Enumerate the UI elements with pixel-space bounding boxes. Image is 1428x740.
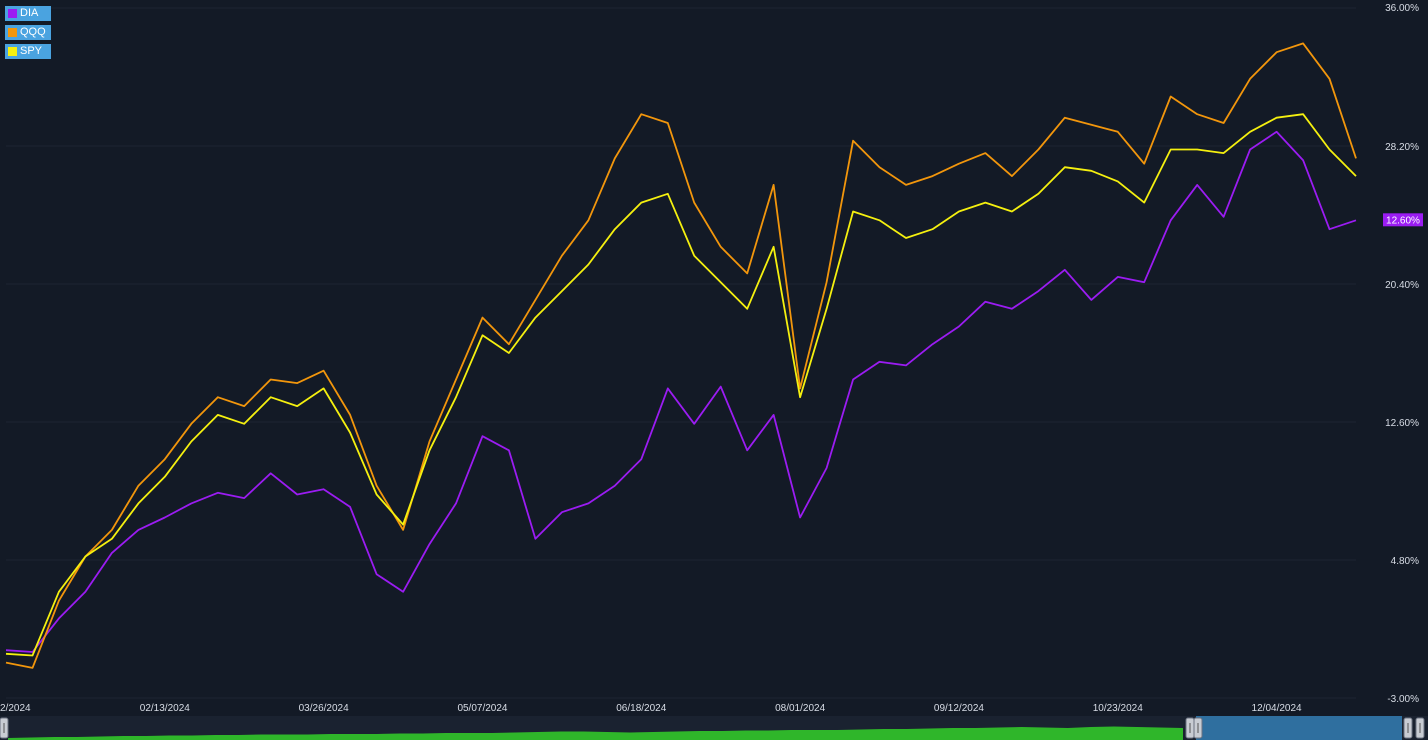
legend-swatch-qqq (8, 28, 17, 37)
x-tick-label: 2/2024 (0, 703, 31, 714)
series-lines (5, 42, 1357, 669)
y-axis: 36.00% 28.20% 20.40% 12.60% 4.80% -3.00% (1385, 3, 1419, 705)
last-value-badge: 12.60% (1383, 213, 1423, 227)
legend-item-dia[interactable]: DIA (5, 6, 51, 21)
legend-swatch-spy (8, 47, 17, 56)
legend-label-qqq: QQQ (20, 26, 46, 38)
legend-item-spy[interactable]: SPY (5, 44, 51, 59)
legend-label-dia: DIA (20, 7, 39, 19)
last-value-badge-bg (1383, 213, 1423, 227)
legend-label-spy: SPY (20, 45, 43, 57)
x-tick-label: 06/18/2024 (616, 703, 666, 714)
x-tick-label: 10/23/2024 (1093, 703, 1143, 714)
series-line-spy (5, 113, 1357, 657)
navigator-area (8, 726, 1183, 740)
legend-item-qqq[interactable]: QQQ (5, 25, 51, 40)
y-tick-label: 28.20% (1385, 142, 1419, 153)
x-tick-label: 03/26/2024 (299, 703, 349, 714)
x-axis: 2/2024 02/13/2024 03/26/2024 05/07/2024 06/1… (0, 703, 1302, 714)
y-tick-label: 36.00% (1385, 3, 1419, 14)
x-tick-label: 12/04/2024 (1252, 703, 1302, 714)
x-tick-label: 08/01/2024 (775, 703, 825, 714)
x-tick-label: 02/13/2024 (140, 703, 190, 714)
navigator-selected-range[interactable] (1196, 716, 1402, 740)
chart-legend: DIA QQQ SPY (5, 6, 51, 63)
y-tick-label: 12.60% (1385, 418, 1419, 429)
chart-grid (6, 7, 1356, 699)
range-navigator[interactable] (0, 716, 1428, 740)
series-line-dia (5, 130, 1357, 653)
y-tick-label: 20.40% (1385, 280, 1419, 291)
x-tick-label: 05/07/2024 (457, 703, 507, 714)
legend-swatch-dia (8, 9, 17, 18)
series-line-qqq (5, 42, 1357, 669)
y-tick-label: 4.80% (1391, 556, 1419, 567)
y-tick-label: -3.00% (1387, 694, 1419, 705)
x-tick-label: 09/12/2024 (934, 703, 984, 714)
last-value-badge-text: 12.60% (1386, 215, 1420, 226)
